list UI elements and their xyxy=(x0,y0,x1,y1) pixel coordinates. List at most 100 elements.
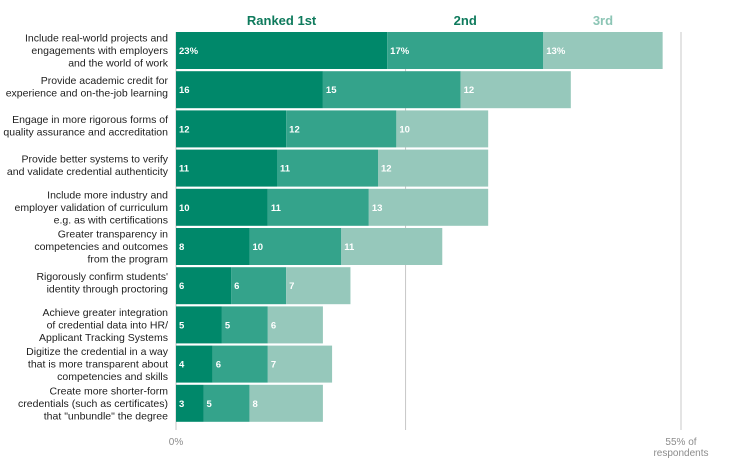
bar-value-label: 5 xyxy=(225,320,231,331)
category-label: Create more shorter-form credentials (suc… xyxy=(18,385,168,422)
bar-value-label: 17% xyxy=(390,46,410,57)
bar-value-label: 10 xyxy=(252,242,263,253)
bar-segment xyxy=(387,32,544,69)
bar-segment xyxy=(203,384,250,422)
category-label-line: Greater transparency in xyxy=(58,229,168,241)
bar-value-label: 15 xyxy=(326,85,337,96)
bar-value-label: 8 xyxy=(252,399,257,410)
category-label-line: credentials (such as certificates) xyxy=(18,398,168,410)
bar-value-label: 12 xyxy=(381,164,392,175)
bar-segment xyxy=(341,228,443,265)
bar-segment xyxy=(267,306,323,344)
bar-segment xyxy=(176,32,388,69)
legend-header-2: 2nd xyxy=(454,13,477,28)
bar-segment xyxy=(267,188,369,226)
category-label-line: Include real-world projects and xyxy=(25,33,168,45)
bar-value-label: 6 xyxy=(179,281,184,292)
bar-segment xyxy=(286,110,397,148)
category-label-line: that "unbundle" the degree xyxy=(44,410,168,422)
category-label-line: that is more transparent about xyxy=(28,359,168,371)
x-tick-label-line: respondents xyxy=(653,448,708,459)
bar-segment xyxy=(460,71,571,109)
bar-segment xyxy=(212,345,268,383)
category-label-line: and the world of work xyxy=(68,58,169,70)
x-tick-label: 55% of respondents xyxy=(653,437,708,459)
category-label: Include real-world projects and engagemen… xyxy=(25,33,169,70)
category-label-line: quality assurance and accreditation xyxy=(3,127,168,139)
bar-segment xyxy=(176,384,204,422)
category-label-line: employer validation of curriculum xyxy=(15,202,169,214)
category-label: Provide academic credit for experience an… xyxy=(6,75,169,100)
bar-segment xyxy=(176,345,213,383)
bar-segment xyxy=(176,306,222,344)
bar-segment xyxy=(176,149,277,187)
bar-value-label: 12 xyxy=(179,124,190,135)
category-label-line: Digitize the credential in a way xyxy=(26,346,169,358)
bar-segment xyxy=(368,188,489,226)
category-label-line: engagements with employers xyxy=(31,45,168,57)
bar-value-label: 6 xyxy=(234,281,239,292)
category-label-line: e.g. as with certifications xyxy=(54,214,168,226)
category-label-line: Provide better systems to verify xyxy=(22,153,169,165)
category-label-line: Achieve greater integration xyxy=(43,307,169,319)
category-label: Greater transparency in competencies and … xyxy=(34,229,168,266)
bar-value-label: 5 xyxy=(207,399,213,410)
bar-value-label: 4 xyxy=(179,360,185,371)
bar-value-label: 23% xyxy=(179,46,199,57)
bar-value-label: 13 xyxy=(372,203,383,214)
category-label-line: Include more industry and xyxy=(47,189,168,201)
bar-segment xyxy=(176,267,232,305)
category-label: Rigorously confirm students' identity thr… xyxy=(36,271,168,296)
category-label-line: and validate credential authenticity xyxy=(7,166,169,178)
bar-value-label: 7 xyxy=(271,360,276,371)
bar-value-label: 11 xyxy=(271,203,282,214)
legend-headers: Ranked 1st 2nd 3rd xyxy=(247,13,613,28)
bar-value-label: 11 xyxy=(280,164,291,175)
category-label: Provide better systems to verify and vali… xyxy=(7,153,169,178)
bar-segment xyxy=(221,306,268,344)
category-label-line: identity through proctoring xyxy=(47,283,169,295)
bar-value-label: 11 xyxy=(179,164,190,175)
bar-value-label: 16 xyxy=(179,85,190,96)
x-axis-ticks: 0% 55% of respondents xyxy=(169,437,709,459)
bar-value-label: 10 xyxy=(179,203,190,214)
bar-value-label: 7 xyxy=(289,281,294,292)
legend-header-3: 3rd xyxy=(593,13,613,28)
bar-value-label: 12 xyxy=(464,85,475,96)
bar-segment xyxy=(231,267,287,305)
bar-value-label: 12 xyxy=(289,124,300,135)
bar-segment xyxy=(176,188,268,226)
category-label-line: Engage in more rigorous forms of xyxy=(12,114,168,126)
category-label: Achieve greater integration of credential… xyxy=(39,307,168,344)
x-tick-label-line: 0% xyxy=(169,437,184,448)
category-labels: Include real-world projects and engagemen… xyxy=(3,33,168,423)
bar-value-label: 13% xyxy=(546,46,566,57)
bar-segment xyxy=(277,149,378,187)
x-tick-label: 0% xyxy=(169,437,184,448)
bar-value-label: 6 xyxy=(216,360,221,371)
category-label-line: from the program xyxy=(87,254,168,266)
bar-segment xyxy=(176,71,323,109)
bar-segment xyxy=(396,110,489,148)
bar-segment xyxy=(543,32,663,69)
bar-segment xyxy=(176,110,287,148)
bar-segment xyxy=(249,228,342,265)
bar-segment xyxy=(322,71,461,109)
category-label-line: Applicant Tracking Systems xyxy=(39,332,168,344)
category-label-line: competencies and skills xyxy=(57,371,168,383)
category-label: Include more industry and employer valida… xyxy=(15,189,169,226)
bar-value-label: 6 xyxy=(271,320,276,331)
bar-segment xyxy=(378,149,489,187)
bar-value-label: 10 xyxy=(399,124,410,135)
category-label-line: experience and on-the-job learning xyxy=(6,87,168,99)
category-label-line: of credential data into HR/ xyxy=(47,319,168,331)
bars: 23% 17% 13% 16 15 12 12 12 10 11 11 12 10 11 13 8 10 11 6 6… xyxy=(176,32,663,422)
category-label-line: Provide academic credit for xyxy=(41,75,169,87)
category-label-line: Create more shorter-form xyxy=(50,385,169,397)
category-label-line: Rigorously confirm students' xyxy=(36,271,168,283)
bar-value-label: 8 xyxy=(179,242,184,253)
bar-value-label: 3 xyxy=(179,399,184,410)
bar-value-label: 11 xyxy=(344,242,355,253)
bar-segment xyxy=(176,228,250,265)
